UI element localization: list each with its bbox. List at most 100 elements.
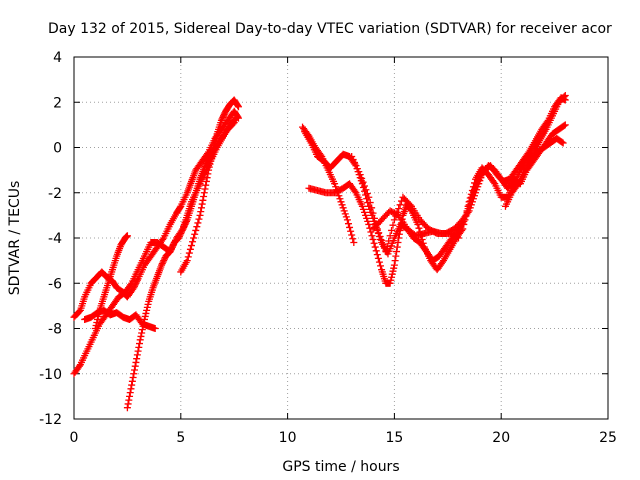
data-point-marker: [132, 358, 140, 366]
data-point-marker: [466, 194, 474, 202]
data-point-marker: [560, 122, 568, 130]
x-tick-label: 0: [70, 430, 79, 446]
data-point-marker: [202, 181, 210, 189]
y-tick-label: 2: [53, 95, 62, 111]
data-point-marker: [368, 204, 376, 212]
data-point-marker: [393, 243, 401, 251]
data-point-marker: [415, 224, 423, 232]
data-point-marker: [395, 234, 403, 242]
data-point-marker: [232, 114, 240, 122]
data-point-marker: [366, 224, 374, 232]
data-point-marker: [134, 347, 142, 355]
data-point-marker: [200, 164, 208, 172]
grid: [74, 57, 608, 419]
data-point-marker: [123, 232, 131, 240]
data-point-marker: [207, 154, 215, 162]
data-point-marker: [135, 343, 143, 351]
data-point-marker: [190, 234, 198, 242]
data-point-marker: [476, 177, 484, 185]
data-point-marker: [203, 174, 211, 182]
data-point-marker: [212, 136, 220, 144]
data-point-marker: [369, 236, 377, 244]
data-point-marker: [474, 183, 482, 191]
data-point-marker: [392, 252, 400, 260]
data-point-marker: [395, 205, 403, 213]
data-point-marker: [379, 240, 387, 248]
data-point-marker: [390, 216, 398, 224]
data-point-marker: [95, 309, 103, 317]
data-point-marker: [370, 223, 378, 231]
data-point-marker: [370, 239, 378, 247]
data-point-marker: [344, 220, 352, 228]
data-point-marker: [229, 120, 237, 128]
data-point-marker: [140, 315, 148, 323]
data-point-marker: [358, 174, 366, 182]
data-point-marker: [375, 229, 383, 237]
data-point-marker: [372, 247, 380, 255]
data-point-marker: [129, 374, 137, 382]
y-tick-label: -10: [39, 367, 62, 383]
data-point-marker: [179, 225, 187, 233]
data-point-marker: [388, 273, 396, 281]
data-point-marker: [189, 238, 197, 246]
data-point-marker: [338, 201, 346, 209]
data-point-marker: [91, 325, 99, 332]
data-point-marker: [389, 267, 397, 275]
data-point-marker: [136, 340, 144, 348]
data-point-marker: [464, 208, 472, 216]
data-point-marker: [166, 248, 174, 256]
data-point-marker: [561, 121, 569, 129]
data-point-marker: [144, 300, 152, 308]
data-point-marker: [131, 362, 139, 370]
data-point-marker: [353, 165, 361, 173]
data-point-marker: [350, 239, 358, 247]
data-point-marker: [396, 226, 404, 234]
data-point-marker: [376, 232, 384, 240]
data-point-marker: [128, 377, 136, 385]
data-point-marker: [558, 138, 566, 146]
data-point-marker: [365, 193, 373, 201]
data-point-marker: [205, 166, 213, 174]
data-point-marker: [93, 315, 101, 323]
data-point-marker: [123, 404, 131, 412]
data-point-marker: [346, 223, 354, 231]
data-point-marker: [133, 276, 141, 284]
data-point-marker: [200, 189, 208, 197]
data-point-marker: [178, 228, 186, 236]
data-point-marker: [212, 133, 220, 141]
data-point-marker: [369, 225, 377, 233]
data-point-marker: [137, 332, 145, 340]
data-point-marker: [386, 232, 394, 240]
data-point-marker: [349, 156, 357, 164]
data-point-marker: [348, 231, 356, 239]
ticks: 0 5 10 15 20 25 -12 -10 -8 -6 -4 -2 0 2 4: [39, 50, 617, 446]
data-point-marker: [458, 226, 466, 234]
y-tick-label: -6: [48, 276, 62, 292]
data-point-marker: [194, 219, 202, 227]
data-point-marker: [394, 239, 402, 247]
data-point-marker: [370, 214, 378, 222]
data-series: [305, 91, 569, 287]
data-point-marker: [139, 322, 147, 330]
data-point-marker: [362, 186, 370, 194]
x-tick-label: 5: [176, 430, 185, 446]
data-point-marker: [356, 171, 364, 179]
data-point-marker: [342, 213, 350, 221]
data-point-marker: [359, 205, 367, 213]
data-point-marker: [414, 220, 422, 228]
data-point-marker: [373, 251, 381, 259]
data-point-marker: [230, 119, 238, 127]
data-point-marker: [374, 254, 382, 262]
data-point-marker: [388, 226, 396, 234]
data-point-marker: [560, 93, 568, 101]
data-point-marker: [93, 318, 101, 326]
data-point-marker: [143, 306, 151, 314]
data-point-marker: [348, 153, 356, 161]
data-point-marker: [94, 312, 102, 320]
data-point-marker: [128, 381, 136, 389]
data-point-marker: [371, 243, 379, 251]
data-series: [301, 94, 569, 265]
data-point-marker: [359, 178, 367, 186]
data-point-marker: [388, 270, 396, 278]
data-point-marker: [468, 198, 476, 206]
